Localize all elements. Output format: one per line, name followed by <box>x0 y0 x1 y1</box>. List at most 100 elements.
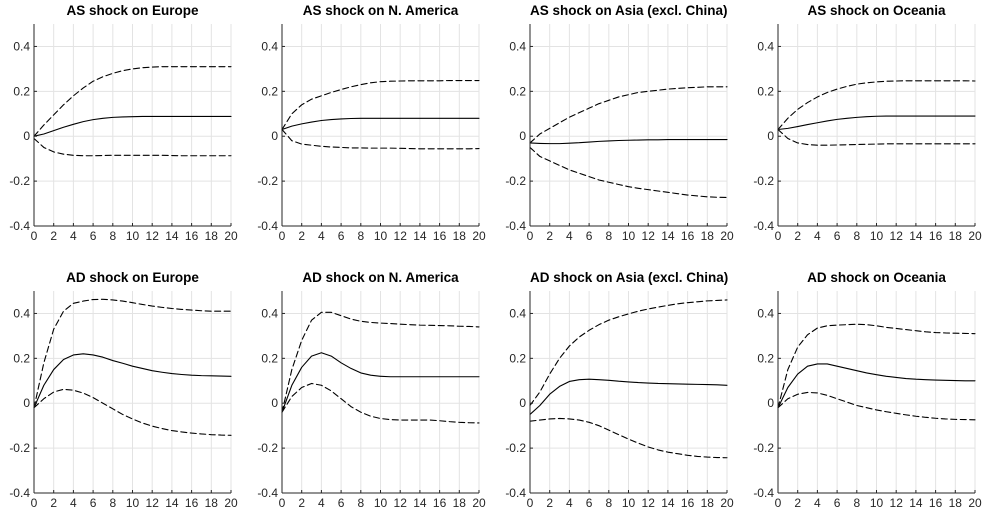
x-tick-label: 0 <box>775 496 782 510</box>
x-tick-label: 2 <box>794 496 801 510</box>
x-tick-label: 10 <box>870 496 884 510</box>
confidence-band-line <box>777 391 976 421</box>
x-tick-label: 20 <box>720 229 734 243</box>
confidence-band-line <box>33 298 232 409</box>
impulse-response-line <box>281 117 480 131</box>
x-tick-label: 20 <box>224 496 238 510</box>
x-tick-label: 12 <box>890 229 904 243</box>
confidence-band-line <box>33 66 232 137</box>
x-tick-label: 6 <box>90 229 97 243</box>
x-tick-label: 2 <box>546 496 553 510</box>
x-tick-label: 6 <box>834 229 841 243</box>
y-tick-label: 0.4 <box>509 39 526 53</box>
x-tick-label: 16 <box>185 229 199 243</box>
x-tick-label: 16 <box>681 496 695 510</box>
y-tick-label: 0.4 <box>261 306 278 320</box>
chart-title: AS shock on Asia (excl. China) <box>530 3 728 18</box>
impulse-response-line <box>33 353 232 409</box>
chart-panel: AD shock on Oceania 0 2 4 6 8 10 12 14 16 18 20 -0.4… <box>744 267 982 510</box>
x-tick-label: 18 <box>453 496 467 510</box>
x-tick-label: 18 <box>701 229 715 243</box>
y-tick-label: -0.4 <box>505 219 526 233</box>
x-tick-label: 12 <box>394 496 408 510</box>
x-tick-label: 18 <box>949 496 963 510</box>
x-tick-label: 0 <box>279 496 286 510</box>
x-tick-label: 4 <box>566 496 573 510</box>
y-tick-label: -0.2 <box>257 174 278 188</box>
x-tick-label: 20 <box>224 229 238 243</box>
x-tick-label: 4 <box>814 229 821 243</box>
y-tick-label: 0.2 <box>757 351 774 365</box>
x-tick-label: 18 <box>949 229 963 243</box>
x-tick-label: 10 <box>126 229 140 243</box>
x-tick-label: 14 <box>413 496 427 510</box>
y-tick-label: 0.2 <box>509 84 526 98</box>
x-tick-label: 2 <box>546 229 553 243</box>
x-tick-label: 2 <box>50 229 57 243</box>
x-tick-label: 0 <box>527 229 534 243</box>
chart-title: AD shock on Asia (excl. China) <box>530 270 729 285</box>
chart-panel: AS shock on Asia (excl. China) 0 2 4 6 8 10 12 1… <box>496 0 734 243</box>
x-tick-label: 16 <box>185 496 199 510</box>
x-tick-label: 4 <box>814 496 821 510</box>
chart-svg: 0 2 4 6 8 10 12 14 16 18 20-0.4-0.200.20.4 <box>9 291 238 510</box>
x-tick-label: 14 <box>165 496 179 510</box>
x-tick-label: 14 <box>909 496 923 510</box>
impulse-response-line <box>529 139 728 145</box>
y-tick-label: 0.4 <box>261 39 278 53</box>
x-tick-label: 12 <box>642 496 656 510</box>
impulse-response-line <box>33 115 232 137</box>
confidence-band-line <box>529 417 728 459</box>
x-tick-label: 18 <box>205 229 219 243</box>
chart-svg: 0 2 4 6 8 10 12 14 16 18 20-0.4-0.200.20.4 <box>753 24 982 243</box>
x-tick-label: 18 <box>453 229 467 243</box>
x-tick-label: 20 <box>472 496 486 510</box>
y-tick-label: -0.2 <box>505 441 526 455</box>
x-tick-label: 14 <box>165 229 179 243</box>
chart-panel: AD shock on N. America 0 2 4 6 8 10 12 14 16 18 20-… <box>248 267 486 510</box>
x-tick-label: 18 <box>701 496 715 510</box>
y-tick-label: 0.4 <box>757 39 774 53</box>
x-tick-label: 16 <box>433 496 447 510</box>
x-tick-label: 0 <box>31 496 38 510</box>
x-tick-label: 8 <box>109 496 116 510</box>
chart-title: AS shock on N. America <box>302 3 459 18</box>
chart-panel: AD shock on Europe 0 2 4 6 8 10 12 14 16 18 20 -0.4-… <box>0 267 238 510</box>
y-tick-label: 0.2 <box>261 84 278 98</box>
impulse-response-line <box>777 115 976 131</box>
x-tick-label: 14 <box>909 229 923 243</box>
x-tick-label: 6 <box>338 229 345 243</box>
x-tick-label: 10 <box>374 229 388 243</box>
chart-svg: 0 2 4 6 8 10 12 14 16 18 20-0.4-0.200.20.4 <box>257 24 486 243</box>
x-tick-label: 4 <box>70 229 77 243</box>
y-tick-label: -0.2 <box>505 174 526 188</box>
chart-svg: 0 2 4 6 8 10 12 14 16 18 20-0.4-0.200.20.4 <box>257 291 486 510</box>
y-tick-label: 0.4 <box>757 306 774 320</box>
x-tick-label: 12 <box>890 496 904 510</box>
x-tick-label: 18 <box>205 496 219 510</box>
x-tick-label: 2 <box>298 496 305 510</box>
y-tick-label: 0 <box>767 396 774 410</box>
x-tick-label: 10 <box>870 229 884 243</box>
x-tick-label: 10 <box>622 496 636 510</box>
chart-panel: AD shock on Asia (excl. China) 0 2 4 6 8 10 12 1… <box>496 267 734 510</box>
chart-panel: AS shock on N. America 0 2 4 6 8 10 12 14 16 18 20-… <box>248 0 486 243</box>
x-tick-label: 4 <box>566 229 573 243</box>
impulse-response-line <box>281 352 480 413</box>
x-tick-label: 12 <box>394 229 408 243</box>
chart-title: AD shock on Europe <box>66 270 199 285</box>
y-tick-label: -0.2 <box>9 441 30 455</box>
x-tick-label: 4 <box>318 496 325 510</box>
y-tick-label: -0.4 <box>753 486 774 500</box>
y-tick-label: -0.4 <box>257 486 278 500</box>
y-tick-label: 0 <box>23 129 30 143</box>
x-tick-label: 12 <box>642 229 656 243</box>
x-tick-label: 16 <box>433 229 447 243</box>
confidence-band-line <box>777 80 976 131</box>
y-tick-label: 0.2 <box>261 351 278 365</box>
x-tick-label: 20 <box>720 496 734 510</box>
confidence-band-line <box>281 80 480 131</box>
impulse-response-line <box>777 363 976 409</box>
x-tick-label: 6 <box>834 496 841 510</box>
